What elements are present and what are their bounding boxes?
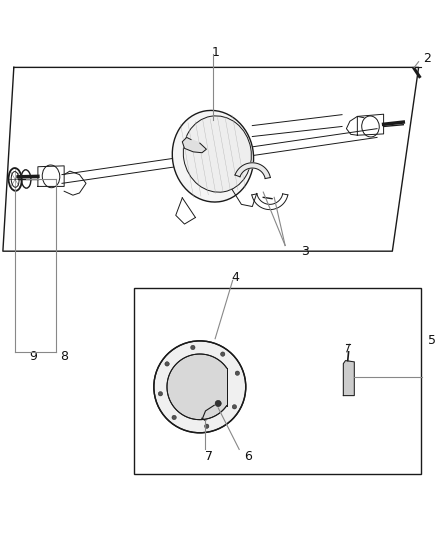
Text: 5: 5: [427, 334, 435, 348]
Ellipse shape: [183, 116, 251, 192]
Polygon shape: [166, 354, 226, 419]
Text: 9: 9: [29, 350, 37, 363]
Polygon shape: [182, 138, 206, 153]
Text: 2: 2: [423, 52, 430, 65]
Circle shape: [165, 362, 169, 366]
Circle shape: [220, 352, 224, 356]
Circle shape: [158, 392, 162, 396]
Circle shape: [232, 405, 236, 409]
Circle shape: [204, 424, 208, 429]
Polygon shape: [343, 361, 353, 395]
Bar: [134, 288, 420, 474]
Polygon shape: [234, 163, 270, 179]
Circle shape: [235, 371, 239, 375]
Circle shape: [215, 400, 221, 407]
Text: 3: 3: [300, 245, 308, 257]
Text: 6: 6: [244, 450, 251, 463]
Text: 7: 7: [204, 450, 212, 463]
Text: 4: 4: [230, 271, 238, 284]
Circle shape: [172, 415, 176, 419]
Polygon shape: [154, 341, 245, 433]
Circle shape: [190, 345, 194, 350]
Text: 8: 8: [60, 350, 68, 363]
Text: 1: 1: [211, 45, 219, 59]
Ellipse shape: [172, 110, 253, 202]
